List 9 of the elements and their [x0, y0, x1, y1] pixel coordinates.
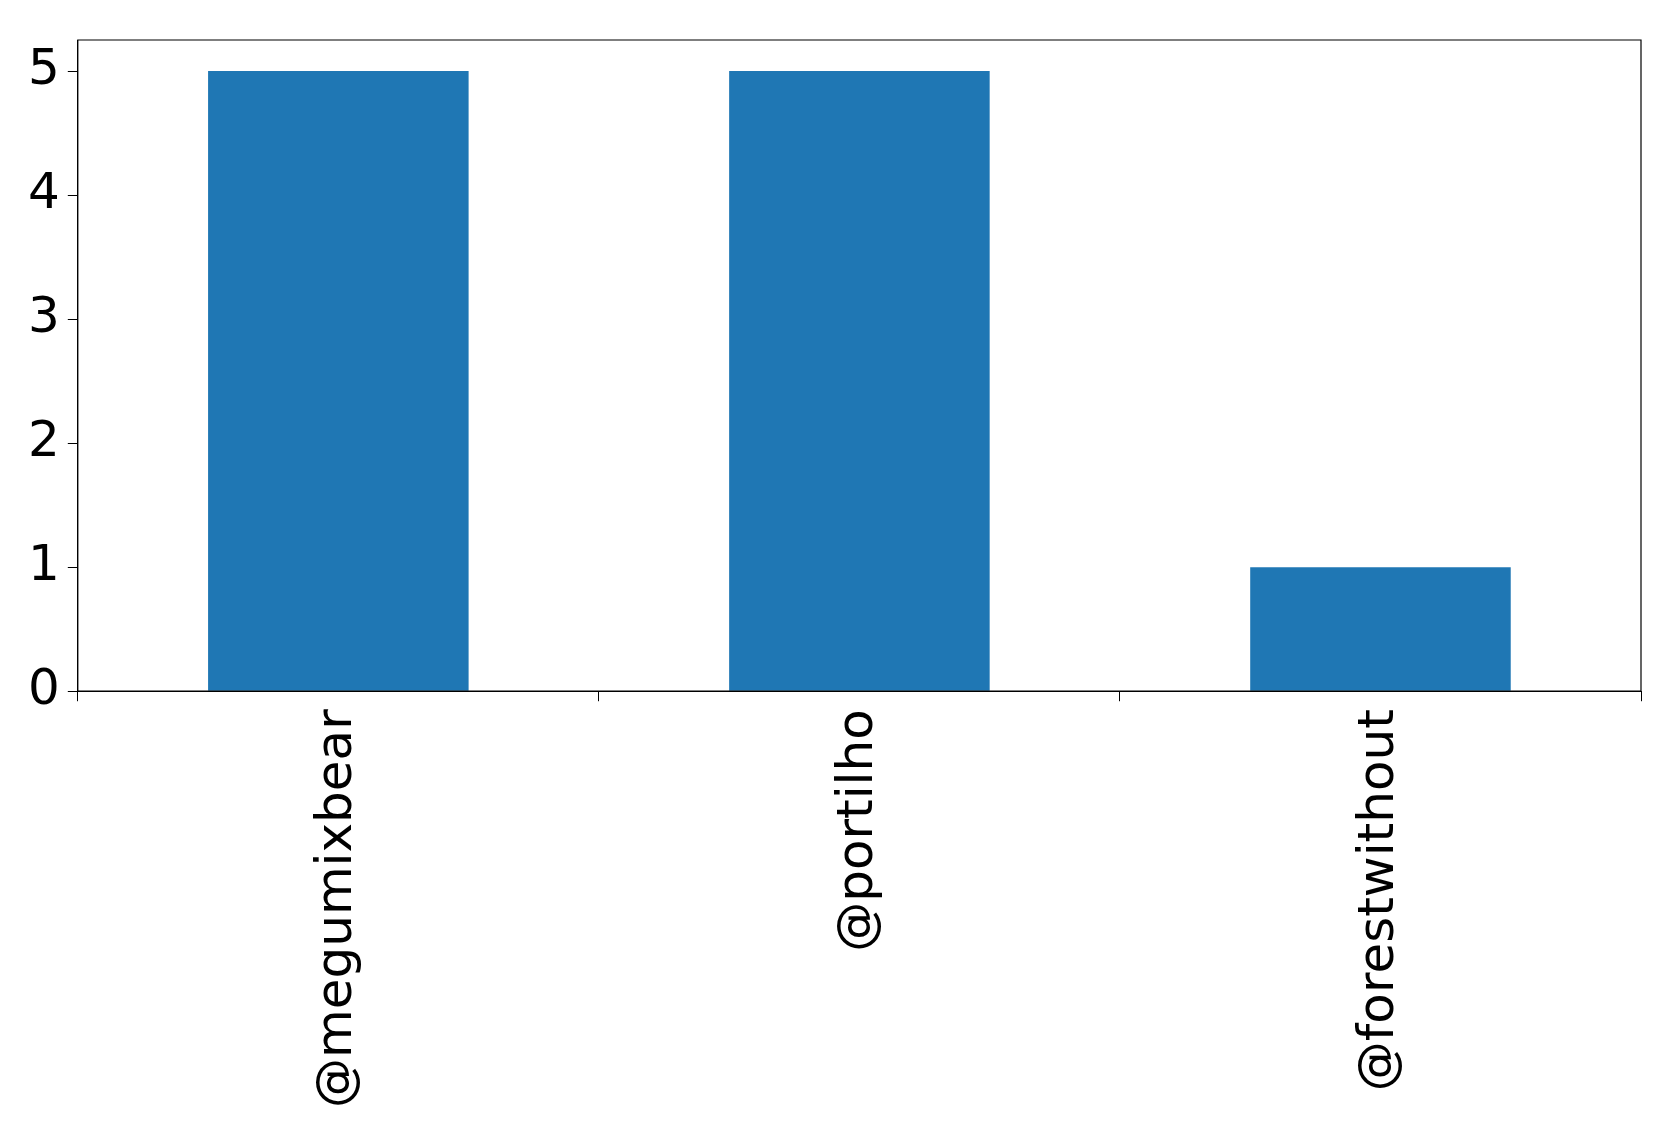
y-tick-label: 0: [28, 658, 60, 717]
y-tick-label: 5: [28, 37, 60, 96]
x-tick-label: @portilho: [826, 709, 885, 952]
y-tick-label: 3: [28, 286, 60, 345]
x-tick-label: @megumixbear: [305, 708, 364, 1108]
y-tick-label: 4: [28, 162, 60, 221]
y-tick-label: 1: [28, 534, 60, 593]
y-tick-label: 2: [28, 410, 60, 469]
x-tick-label: @forestwithout: [1347, 709, 1406, 1092]
